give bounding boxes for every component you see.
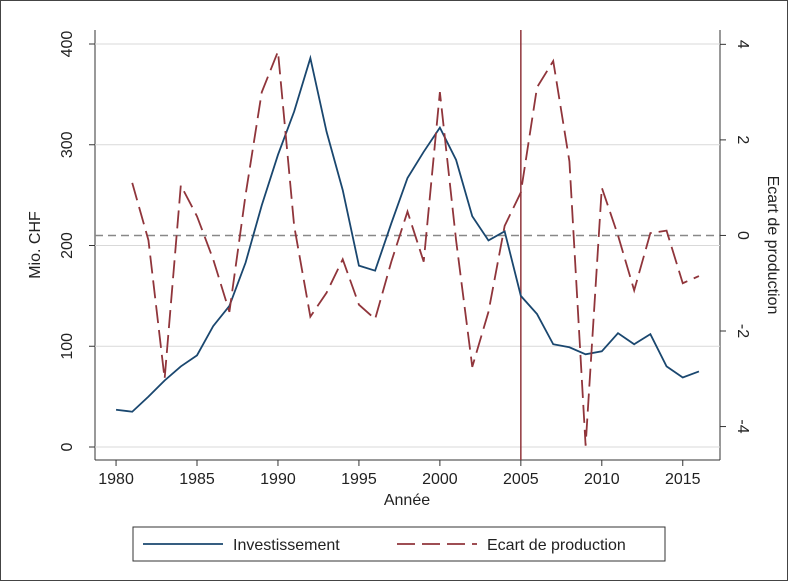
series-line — [115, 54, 700, 413]
y-tick-label: 400 — [59, 31, 76, 58]
x-tick-label: 1980 — [98, 471, 134, 488]
y2-axis-label: Ecart de production — [764, 176, 781, 315]
x-axis-label: Année — [384, 492, 430, 509]
x-tick-label: 1995 — [341, 471, 377, 488]
y-tick-label: 100 — [59, 333, 76, 360]
legend-label: Ecart de production — [487, 537, 626, 554]
y2-tick-label: 2 — [734, 135, 751, 144]
y-tick-label: 0 — [59, 442, 76, 451]
y2-tick-label: -2 — [734, 324, 751, 338]
y2-tick-label: -4 — [734, 419, 751, 433]
series-line — [131, 51, 700, 446]
y-axis-label: Mio. CHF — [27, 211, 44, 279]
y-tick-label: 200 — [59, 232, 76, 259]
y2-tick-label: 0 — [734, 231, 751, 240]
x-tick-label: 1990 — [260, 471, 296, 488]
y-tick-label: 300 — [59, 131, 76, 158]
x-tick-label: 2005 — [503, 471, 539, 488]
x-tick-label: 2010 — [584, 471, 620, 488]
legend-label: Investissement — [233, 537, 340, 554]
x-tick-label: 2000 — [422, 471, 458, 488]
x-tick-label: 2015 — [665, 471, 701, 488]
y2-tick-label: 4 — [734, 40, 751, 49]
x-tick-label: 1985 — [179, 471, 215, 488]
